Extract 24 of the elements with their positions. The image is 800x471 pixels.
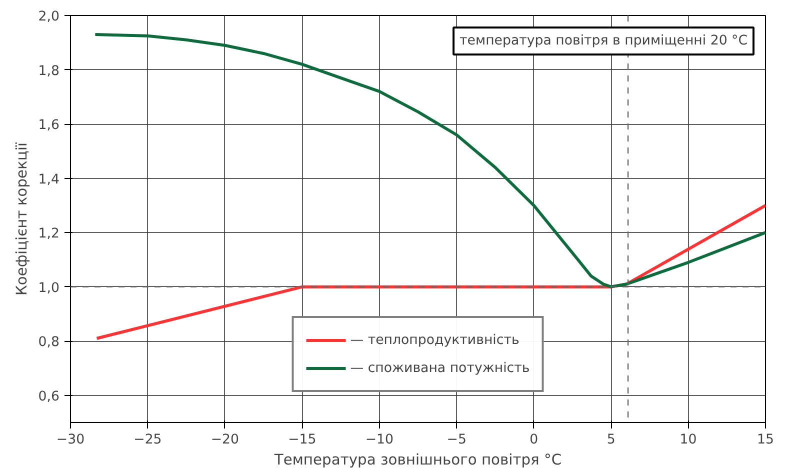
x-axis-title: Температура зовнішнього повітря °C	[273, 452, 562, 468]
y-axis-title: Коефіцієнт корекції	[13, 142, 30, 296]
x-tick-label: −25	[134, 432, 162, 448]
x-tick-label: 0	[530, 432, 538, 448]
legend-label: — теплопродуктивність	[350, 332, 520, 348]
y-tick-label: 1,0	[38, 280, 60, 296]
x-tick-label: 10	[680, 432, 697, 448]
line-series	[94, 32, 766, 288]
y-tick-label: 1,8	[38, 64, 60, 79]
x-tick-label: 15	[757, 432, 774, 448]
y-tick-label: 1,6	[38, 118, 60, 134]
x-tick-label: −10	[365, 432, 394, 448]
y-tick-label: 0,8	[38, 335, 60, 350]
x-tick-label: 5	[606, 432, 616, 448]
annotation: температура повітря в приміщенні 20 °C	[460, 34, 748, 48]
y-tick-label: 1,2	[38, 226, 60, 242]
y-tick-label: 1,4	[38, 172, 60, 188]
y-tick-label: 0,6	[38, 389, 60, 404]
x-tick-label: −30	[56, 432, 85, 448]
x-tick-label: −20	[210, 432, 240, 448]
legend-label: — споживана потужність	[350, 360, 530, 376]
x-tick-label: −15	[288, 432, 316, 448]
x-tick-label: −5	[446, 432, 466, 448]
y-tick-label: 2,0	[38, 10, 60, 24]
